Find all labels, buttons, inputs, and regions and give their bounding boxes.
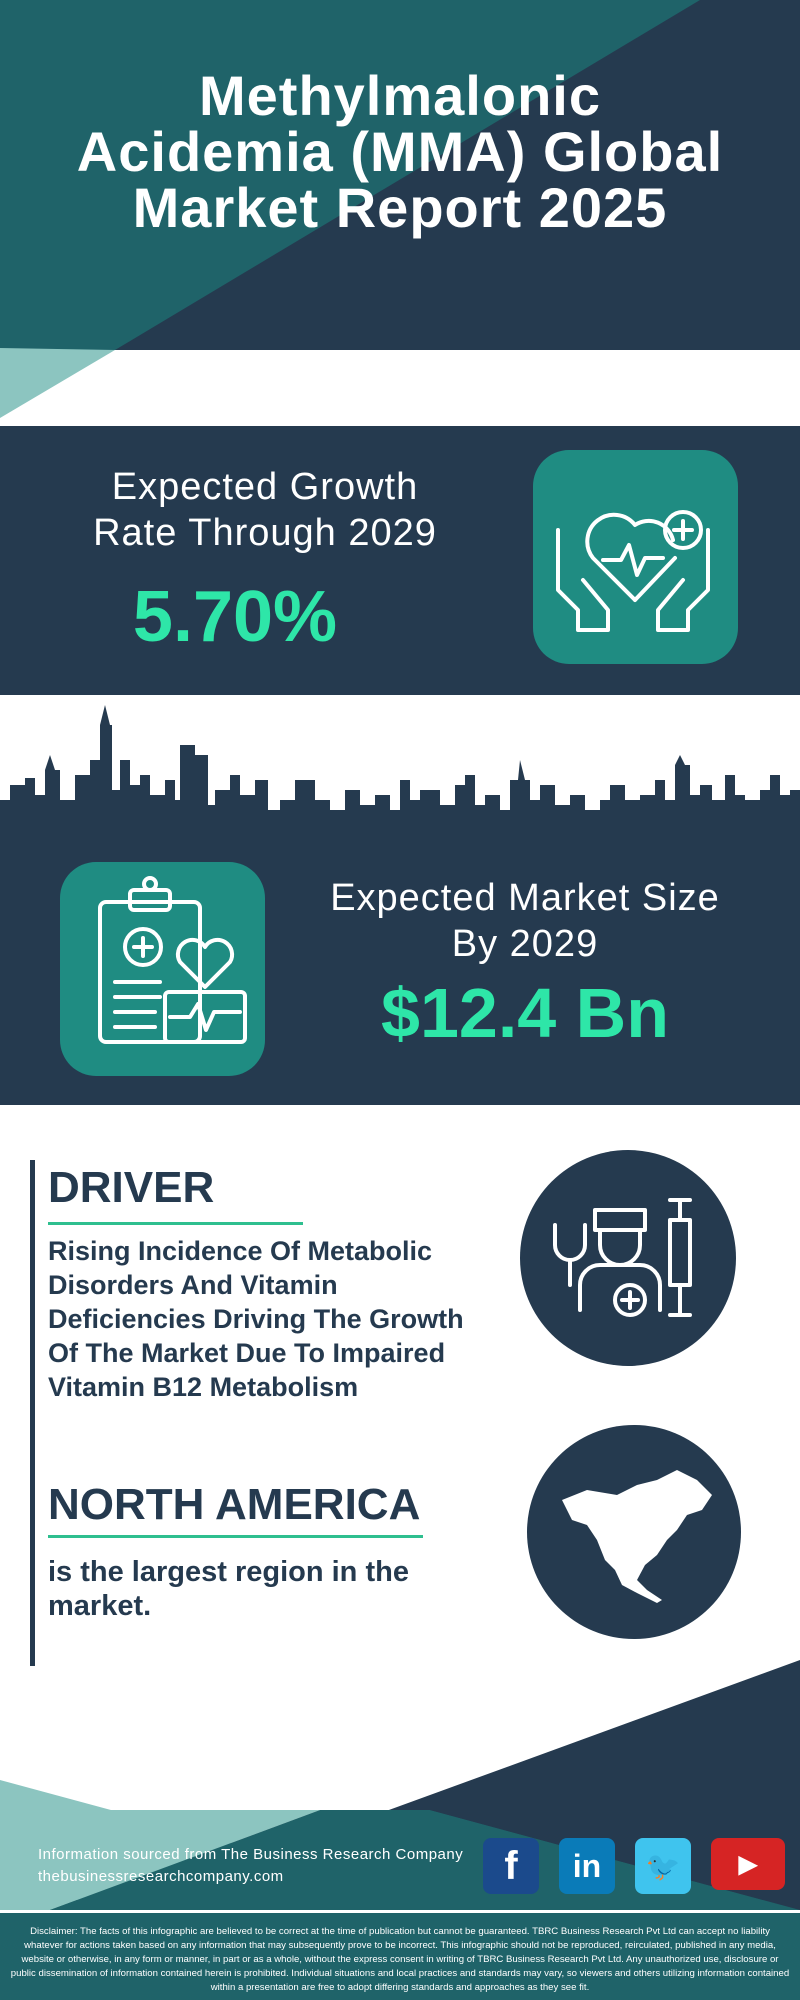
- title-line: Market Report 2025: [132, 176, 668, 239]
- social-links: f in 🐦 ▶: [483, 1838, 785, 1894]
- twitter-icon[interactable]: 🐦: [635, 1838, 691, 1894]
- growth-label-line: Rate Through 2029: [93, 512, 437, 554]
- region-accent-bar: [30, 1448, 35, 1666]
- market-size-section: Expected Market Size By 2029 $12.4 Bn: [0, 845, 800, 1105]
- region-heading: NORTH AMERICA: [48, 1480, 421, 1529]
- region-underline: [48, 1535, 423, 1538]
- medical-clipboard-heart-icon: [60, 862, 265, 1076]
- growth-section: Expected Growth Rate Through 2029 5.70%: [0, 426, 800, 695]
- website-link[interactable]: thebusinessresearchcompany.com: [38, 1868, 284, 1885]
- region-text: is the largest region in the market.: [48, 1556, 409, 1622]
- page-title: Methylmalonic Acidemia (MMA) Global Mark…: [0, 68, 800, 236]
- city-skyline: [0, 705, 800, 850]
- title-line: Methylmalonic: [199, 64, 601, 127]
- market-label: Expected Market Size By 2029: [300, 875, 750, 967]
- heart-in-hands-icon: [533, 450, 738, 664]
- linkedin-icon[interactable]: in: [559, 1838, 615, 1894]
- market-label-line: By 2029: [451, 923, 599, 965]
- disclaimer: Disclaimer: The facts of this infographi…: [0, 1910, 800, 2000]
- growth-label: Expected Growth Rate Through 2029: [40, 464, 490, 556]
- doctor-syringe-icon: [520, 1150, 736, 1366]
- market-label-line: Expected Market Size: [330, 877, 720, 919]
- header-background: [0, 0, 800, 430]
- source-text: Information sourced from The Business Re…: [38, 1846, 464, 1863]
- youtube-icon[interactable]: ▶: [711, 1838, 785, 1890]
- driver-accent-bar: [30, 1160, 35, 1448]
- growth-value: 5.70%: [132, 577, 338, 657]
- driver-underline: [48, 1222, 303, 1225]
- driver-text: Rising Incidence Of Metabolic Disorders …: [48, 1236, 464, 1402]
- facebook-icon[interactable]: f: [483, 1838, 539, 1894]
- title-line: Acidemia (MMA) Global: [76, 120, 724, 183]
- growth-label-line: Expected Growth: [111, 466, 419, 508]
- market-value: $12.4 Bn: [381, 974, 669, 1052]
- north-america-map-icon: [527, 1425, 741, 1639]
- driver-heading: DRIVER: [48, 1163, 215, 1212]
